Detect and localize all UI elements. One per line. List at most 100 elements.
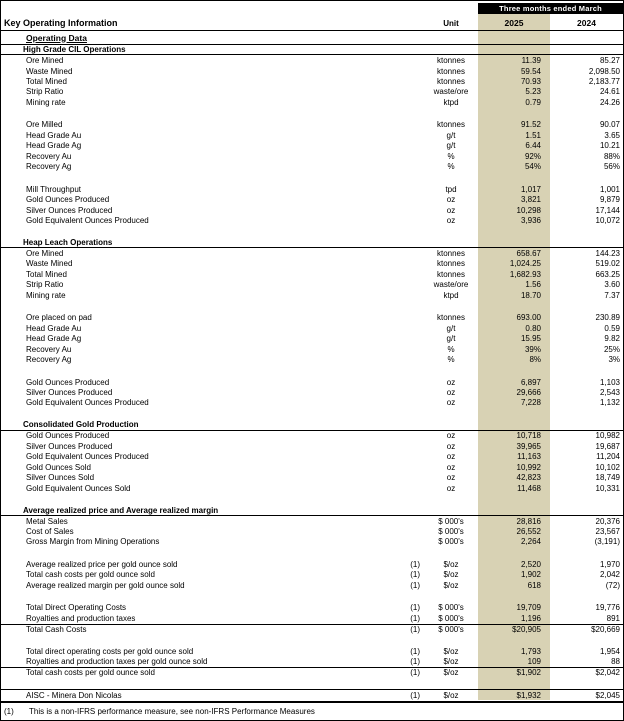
value-2024: 88: [611, 657, 620, 667]
value-2025: 91.52: [478, 119, 550, 131]
value-2025: $1,902: [478, 666, 550, 678]
row-label: Gold Equivalent Ounces Produced: [26, 452, 149, 462]
row-note: [384, 387, 424, 397]
table-row: Total Mined ktonnes 1,682.93 663.25: [1, 269, 623, 280]
section-heading-row: Consolidated Gold Production: [1, 420, 623, 431]
table-row: Gold Equivalent Ounces Produced oz 11,163 1…: [1, 451, 623, 462]
spacer-cell: [478, 493, 550, 506]
value-2024: 1,103: [599, 377, 620, 387]
spacer-cell: [1, 108, 384, 120]
section-heading-row: Average realized price and Average reali…: [1, 505, 623, 516]
value-2025: 8%: [478, 354, 550, 365]
row-note: [384, 452, 424, 462]
spacer-cell: [478, 364, 550, 377]
spacer-cell: [550, 493, 623, 505]
row-label: Ore placed on pad: [26, 313, 92, 323]
row-note: [384, 441, 424, 451]
value-2025: 2,520: [478, 559, 550, 570]
spacer-cell: [1, 226, 384, 238]
row-unit: $/oz: [443, 657, 459, 667]
value-2024: 2,098.50: [588, 66, 620, 76]
row-unit: ktonnes: [436, 249, 466, 258]
value-2025: 1.51: [478, 130, 550, 141]
value-2025: 0.79: [478, 97, 550, 108]
row-note: [384, 120, 424, 130]
subtitle-cell: Operating Data: [1, 31, 384, 44]
row-label: Cost of Sales: [26, 527, 74, 536]
row-label: Total Mined: [26, 269, 67, 279]
value-2024: 1,954: [599, 646, 620, 656]
row-note: [384, 472, 424, 482]
table-row: Ore placed on pad ktonnes 693.00 230.89: [1, 312, 623, 323]
row-note: [384, 205, 424, 215]
subtitle-unit-spacer: [424, 31, 478, 44]
row-label: Head Grade Au: [26, 130, 82, 140]
row-unit: $ 000's: [438, 527, 464, 536]
value-2024: 2,042: [599, 570, 620, 580]
row-note: (1): [410, 657, 420, 667]
row-note: [384, 537, 424, 547]
spacer-cell: [424, 677, 478, 689]
heading-2024-cell: [550, 238, 623, 249]
spacer-cell: [550, 677, 623, 689]
value-2025: 39%: [478, 343, 550, 355]
row-note: (1): [410, 570, 420, 580]
operating-data-title: Operating Data: [26, 32, 87, 43]
spacer-cell: [384, 226, 424, 238]
row-unit: waste/ore: [433, 87, 469, 97]
value-2024: 7.37: [604, 290, 620, 300]
value-2025: 109: [478, 656, 550, 667]
table-row: Silver Ounces Produced oz 29,666 2,543: [1, 387, 623, 398]
value-2025: 1,017: [478, 184, 550, 195]
row-unit: ktonnes: [436, 77, 466, 87]
row-label: Metal Sales: [26, 516, 68, 526]
value-2024: 9,879: [599, 195, 620, 205]
value-2024: 2,183.77: [588, 77, 620, 87]
value-2024: $2,042: [550, 666, 623, 677]
spacer-cell: [384, 634, 424, 646]
row-note: (1): [410, 613, 420, 623]
row-note: [384, 516, 424, 526]
top-strip-spacer: [1, 1, 478, 14]
spacer-cell: [1, 591, 384, 603]
table-row: Recovery Ag% 8% 3%: [1, 354, 623, 365]
table-row: Total Cash Costs (1) $ 000's $20,905 $20,669: [1, 623, 623, 634]
spacer-cell: [424, 634, 478, 646]
spacer-cell: [384, 591, 424, 603]
spacer-cell: [424, 493, 478, 505]
row-unit: oz: [446, 398, 456, 408]
value-2024: 1,970: [599, 559, 620, 569]
row-unit: waste/ore: [433, 280, 469, 290]
table-row: Gold Ounces Produced oz 3,821 9,879: [1, 194, 623, 205]
value-2024: 18,749: [595, 473, 620, 483]
row-note: [384, 526, 424, 536]
row-unit: ktonnes: [436, 56, 466, 66]
row-label: Gross Margin from Mining Operations: [26, 537, 160, 547]
spacer-cell: [1, 300, 384, 312]
row-label: Head Grade Ag: [26, 334, 82, 344]
table-row: Total Direct Operating Costs (1) $ 000's 19…: [1, 602, 623, 614]
year-2024-header: 2024: [577, 18, 596, 28]
row-unit: tpd: [445, 184, 457, 194]
row-label: Ore Mined: [26, 56, 64, 66]
row-unit: $ 000's: [438, 537, 464, 547]
spacer-cell: [384, 677, 424, 689]
row-unit: %: [447, 151, 455, 161]
row-unit: g/t: [446, 334, 456, 344]
row-unit: oz: [446, 216, 456, 226]
spacer-cell: [1, 408, 384, 420]
spacer-row: [1, 590, 623, 603]
row-label: Head Grade Au: [26, 323, 82, 333]
row-label: Recovery Ag: [26, 355, 72, 365]
table-row: Ore Mined ktonnes 658.67 144.23: [1, 248, 623, 259]
column-header-row: Key Operating Information Unit 2025 2024: [1, 14, 623, 31]
table-row: AISC - Minera Don Nicolas (1) $/oz $1,932 $2…: [1, 689, 623, 700]
value-2025: 11,468: [478, 482, 550, 494]
table-row: Head Grade Ag g/t 6.44 10.21: [1, 140, 623, 152]
value-2024: 1,132: [599, 398, 620, 408]
value-2024: 144.23: [595, 249, 620, 258]
row-note: (1): [410, 603, 420, 613]
spacer-cell: [424, 108, 478, 120]
row-unit: oz: [446, 195, 456, 205]
footnote-marker: (1): [4, 707, 14, 716]
